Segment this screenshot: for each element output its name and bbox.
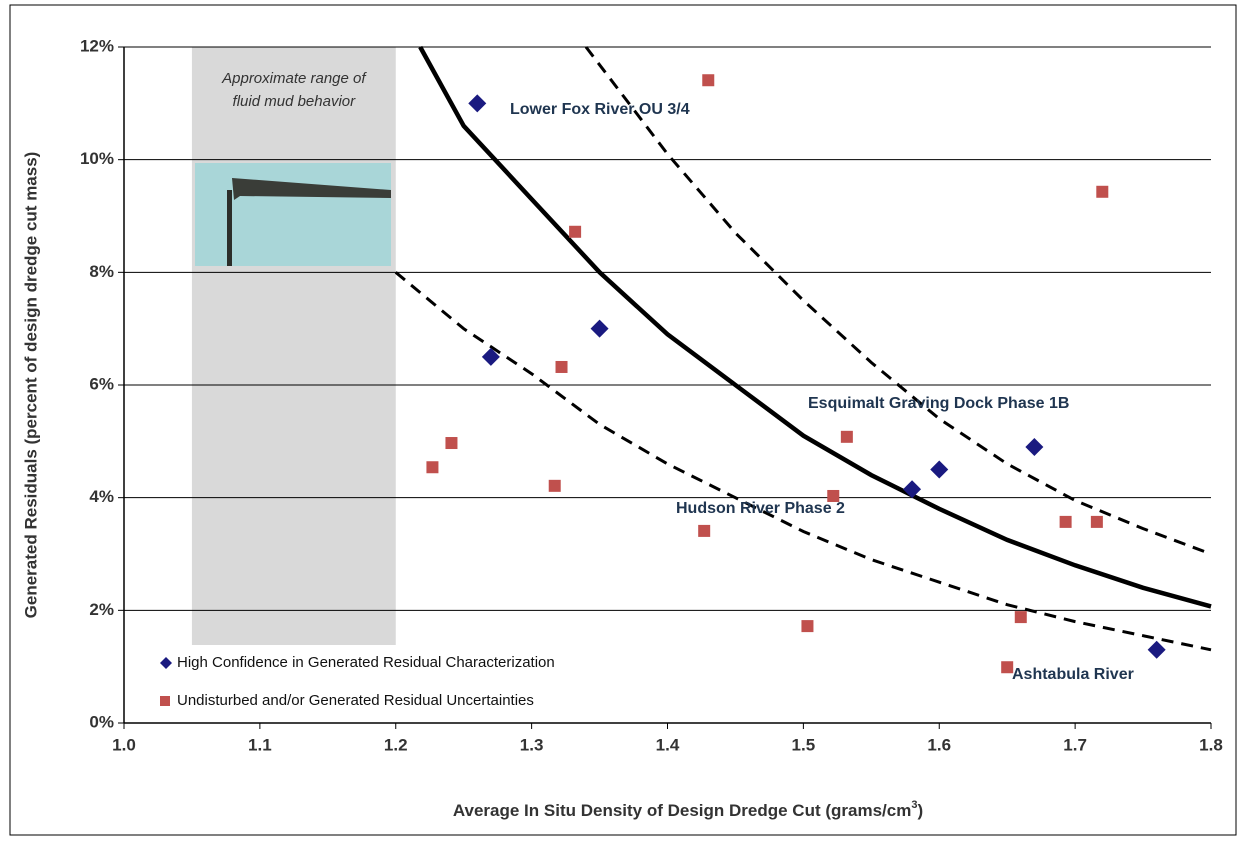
annotation: Hudson River Phase 2 [676,500,845,517]
point [903,480,921,498]
point [1060,516,1072,528]
point [591,320,609,338]
y-tick-label: 12% [80,36,114,55]
shaded-text: Approximate range of [221,70,367,87]
point [930,461,948,479]
annotation: Lower Fox River OU 3/4 [510,101,690,118]
point [1091,516,1103,528]
point [702,74,714,86]
y-axis-title: Generated Residuals (percent of design d… [21,152,40,619]
y-tick-label: 6% [89,374,114,393]
y-tick-label: 10% [80,149,114,168]
x-tick-label: 1.5 [792,735,816,754]
x-axis-title-main: Average In Situ Density of Design Dredge… [453,801,911,820]
point [1148,641,1166,659]
point [556,361,568,373]
point [841,431,853,443]
photo [195,163,391,266]
y-tick-label: 2% [89,600,114,619]
x-tick-label: 1.2 [384,735,408,754]
point [468,94,486,112]
x-tick-label: 1.6 [927,735,951,754]
y-tick-label: 4% [89,487,114,506]
point [1015,611,1027,623]
x-tick-label: 1.1 [248,735,272,754]
x-tick-label: 1.3 [520,735,544,754]
shaded-range [192,47,396,645]
y-tick-label: 8% [89,262,114,281]
legend-label: Undisturbed and/or Generated Residual Un… [177,692,534,709]
chart: Approximate range of fluid mud behavior 0%… [0,0,1241,842]
x-axis-title: Average In Situ Density of Design Dredge… [453,799,923,821]
point [801,620,813,632]
legend-label: High Confidence in Generated Residual Ch… [177,654,555,671]
x-tick-label: 1.4 [656,735,680,754]
point [549,480,561,492]
bound-curve [586,47,1211,554]
legend-marker [160,657,172,669]
annotation: Ashtabula River [1012,666,1134,683]
x-tick-label: 1.8 [1199,735,1223,754]
point [698,525,710,537]
annotation: Esquimalt Graving Dock Phase 1B [808,395,1069,412]
point [445,437,457,449]
shaded-text: fluid mud behavior [233,93,357,110]
x-axis-title-end: ) [917,801,923,820]
point [1096,186,1108,198]
photo-drip [227,190,232,266]
bound-curve [396,272,1211,650]
x-tick-label: 1.7 [1063,735,1087,754]
plot-area: Approximate range of fluid mud behavior 0%… [21,36,1222,820]
legend-marker [160,696,170,706]
y-tick-label: 0% [89,712,114,731]
point [569,226,581,238]
x-tick-label: 1.0 [112,735,136,754]
point [1025,438,1043,456]
point [426,461,438,473]
page: Approximate range of fluid mud behavior 0%… [0,0,1241,847]
